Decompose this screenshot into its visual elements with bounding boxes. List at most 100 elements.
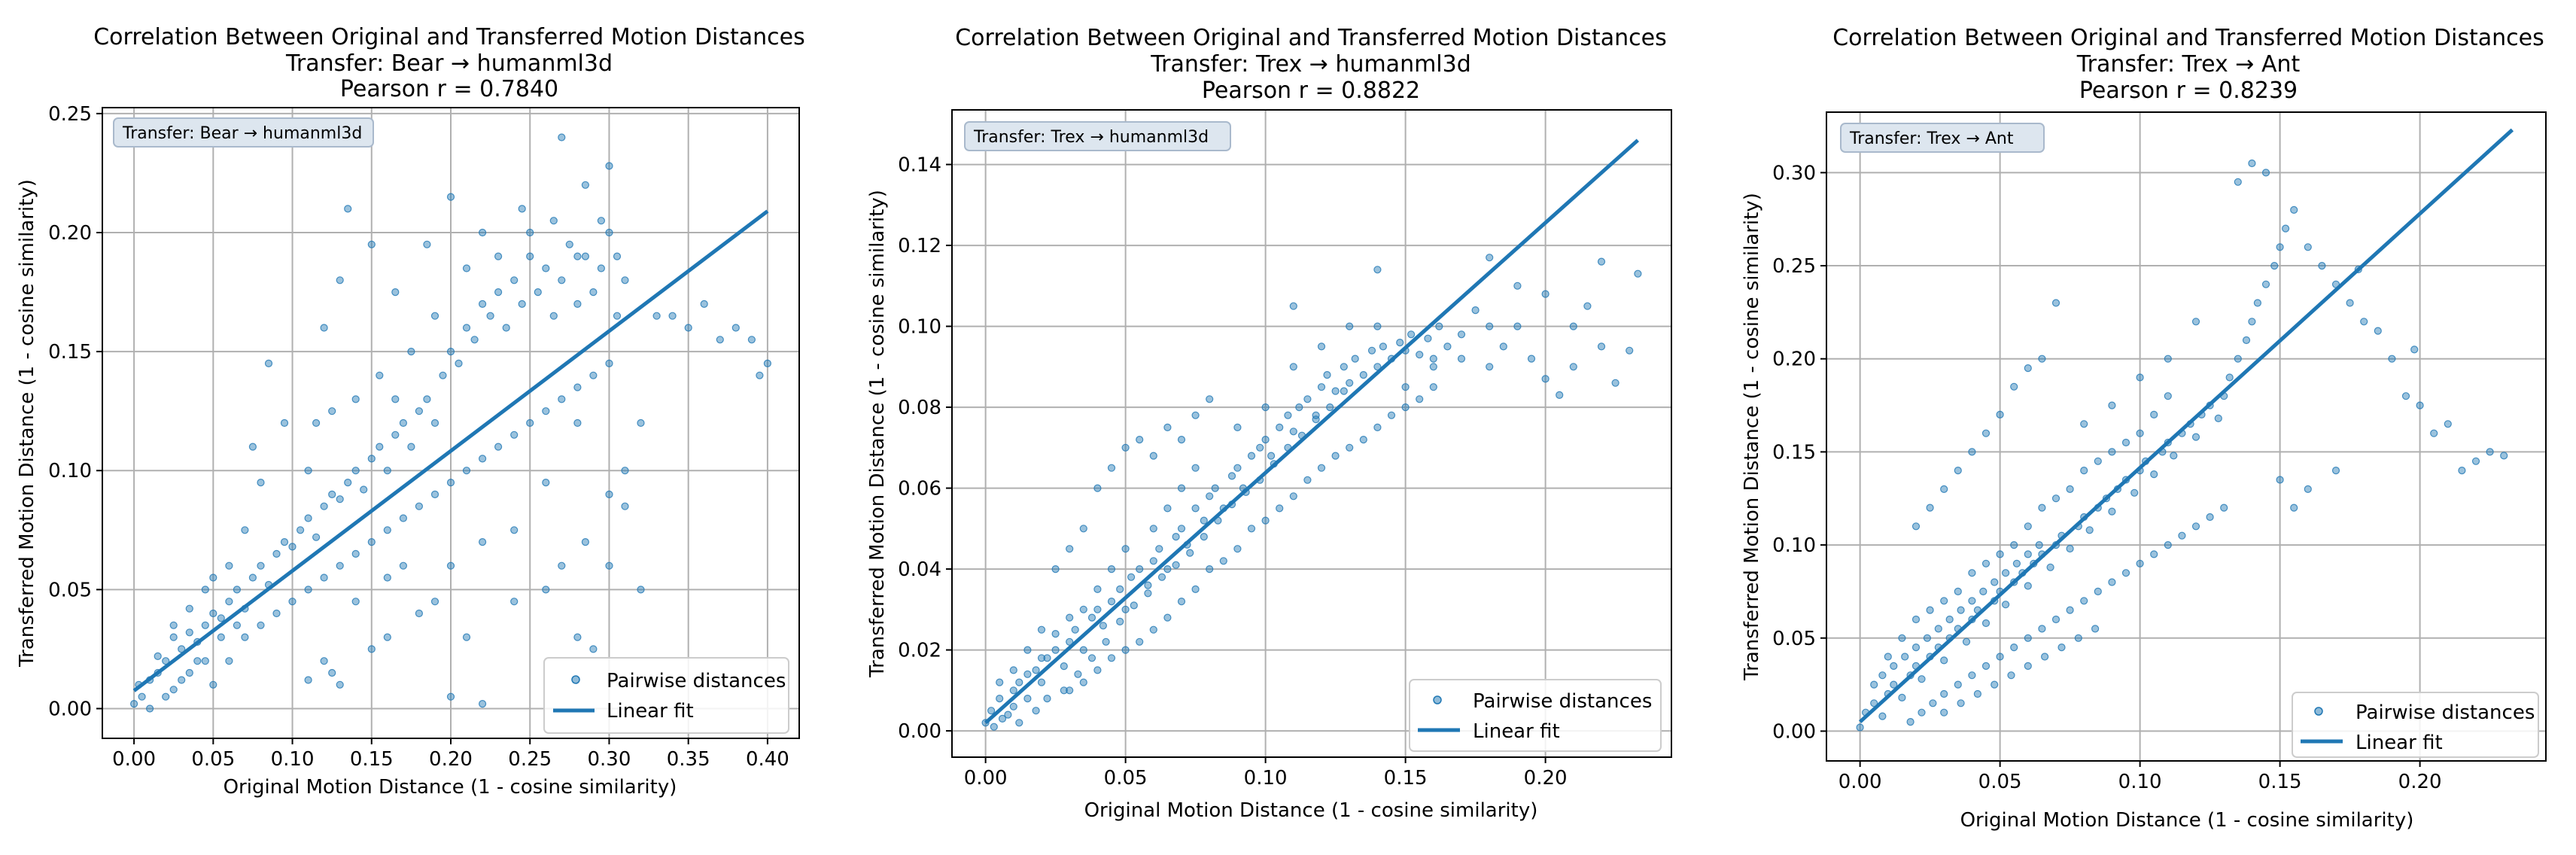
chart-3-point <box>2024 364 2032 373</box>
chart-1-points <box>130 133 772 713</box>
chart-1-point <box>185 604 193 613</box>
chart-1-point <box>367 455 376 463</box>
chart-2-point <box>1043 694 1051 703</box>
chart-1-title: Correlation Between Original and Transfe… <box>93 24 805 50</box>
chart-2-point <box>1037 625 1046 634</box>
chart-3-y-axis-label: Transferred Motion Distance (1 - cosine … <box>1741 193 1763 681</box>
chart-2-point <box>1163 423 1172 432</box>
chart-3-point <box>2002 601 2010 609</box>
chart-2-point <box>1144 581 1152 589</box>
chart-2-point <box>1276 423 1284 432</box>
chart-1-point <box>478 455 487 463</box>
chart-3-point <box>2108 507 2116 516</box>
chart-2-x-tick-label: 0.15 <box>1384 767 1428 790</box>
chart-2-point <box>1177 484 1186 492</box>
chart-2-point <box>1206 564 1214 574</box>
chart-1-y-ticks: 0.00 0.05 0.10 0.15 0.20 0.25 <box>48 103 102 720</box>
chart-2-y-tick-label: 0.10 <box>898 316 941 339</box>
chart-2-point <box>1541 290 1550 298</box>
chart-2-point <box>1172 561 1180 569</box>
chart-2-point <box>1351 354 1359 363</box>
chart-3-point <box>2261 169 2270 177</box>
chart-1-point <box>391 431 400 439</box>
chart-1-point <box>621 502 629 510</box>
chart-1-point <box>328 407 336 415</box>
chart-2-x-axis-label: Original Motion Distance (1 - cosine sim… <box>1084 799 1538 822</box>
chart-3-subtitle-transfer: Transfer: Trex → Ant <box>2076 51 2301 78</box>
chart-1-point <box>558 561 566 570</box>
chart-1-point <box>178 676 186 684</box>
chart-2-legend-marker <box>1433 695 1442 704</box>
chart-3-fit-line <box>1858 128 2514 723</box>
chart-3-point <box>1911 522 1921 531</box>
chart-2-point <box>1149 625 1157 634</box>
chart-1-point <box>534 288 542 297</box>
chart-3-point <box>2471 457 2480 465</box>
chart-3-point <box>2085 526 2094 534</box>
chart-3-point <box>1911 643 1921 652</box>
chart-3-point <box>2261 280 2270 288</box>
chart-2-point <box>1261 516 1270 525</box>
chart-1-annotation: Transfer: Bear → humanml3d <box>113 117 374 148</box>
chart-1-x-tick-label: 0.35 <box>667 748 710 771</box>
chart-2-point <box>1099 622 1108 630</box>
chart-2-point <box>1247 525 1256 533</box>
chart-2-point <box>1261 435 1270 444</box>
chart-1-point <box>462 324 471 332</box>
chart-2-point <box>1486 254 1494 262</box>
chart-3-point <box>1957 699 1965 707</box>
chart-1-point <box>185 668 193 677</box>
chart-3-point <box>1957 606 1965 614</box>
chart-2-point <box>1121 646 1130 654</box>
chart-2-point <box>1186 549 1194 557</box>
chart-2-point <box>1471 306 1480 315</box>
chart-1-point <box>257 561 265 570</box>
chart-2-point <box>1373 363 1382 371</box>
chart-3-point <box>2066 485 2074 494</box>
chart-1-point <box>581 252 590 260</box>
chart-2-point <box>998 714 1007 723</box>
chart-1-point <box>162 657 170 665</box>
chart-3-point <box>2074 634 2082 642</box>
chart-3-point <box>1906 717 1915 726</box>
chart-1-point <box>731 324 740 332</box>
chart-2-point <box>1191 504 1200 513</box>
chart-1-point <box>581 181 590 189</box>
chart-3-point <box>2121 569 2130 577</box>
chart-3-point <box>2388 354 2396 363</box>
chart-1-point <box>383 526 391 534</box>
chart-2-annotation-box <box>964 121 1231 151</box>
chart-1-x-ticks: 0.00 0.05 0.10 0.15 0.20 0.25 0.30 0.35 0.40 <box>112 738 789 771</box>
chart-1-point <box>542 478 550 487</box>
chart-2-point <box>1527 354 1536 363</box>
chart-1-x-tick-label: 0.30 <box>588 748 631 771</box>
chart-1-point <box>589 371 598 379</box>
chart-1-point <box>209 680 217 689</box>
chart-2-point <box>1634 269 1642 278</box>
chart-2-y-tick-label: 0.00 <box>898 720 941 743</box>
chart-2-point <box>1079 605 1087 613</box>
chart-3-annotation-text: Transfer: Trex → Ant <box>1849 129 2014 148</box>
chart-1-point <box>430 598 439 606</box>
chart-2-point <box>1401 383 1410 391</box>
chart-2-point <box>1219 557 1227 565</box>
chart-1-point <box>154 652 162 661</box>
chart-2-point <box>1206 492 1214 501</box>
chart-2-fit-line <box>984 138 1640 725</box>
chart-3-x-axis-label: Original Motion Distance (1 - cosine sim… <box>1960 809 2414 832</box>
chart-1-point <box>185 628 193 637</box>
chart-1-point <box>502 324 510 332</box>
chart-2-point <box>1396 339 1404 347</box>
chart-3-point <box>2248 318 2256 326</box>
chart-3-point <box>2080 420 2088 428</box>
chart-2-point <box>1200 532 1208 541</box>
chart-2-point <box>1346 322 1354 330</box>
chart-1-point <box>430 490 439 499</box>
chart-1-point <box>288 543 297 551</box>
chart-2-point <box>1127 573 1136 581</box>
chart-3-point <box>2360 318 2368 326</box>
chart-1-point <box>257 478 265 487</box>
chart-1-point <box>573 418 582 428</box>
chart-1-point <box>423 240 431 248</box>
chart-2-point <box>1429 363 1437 371</box>
